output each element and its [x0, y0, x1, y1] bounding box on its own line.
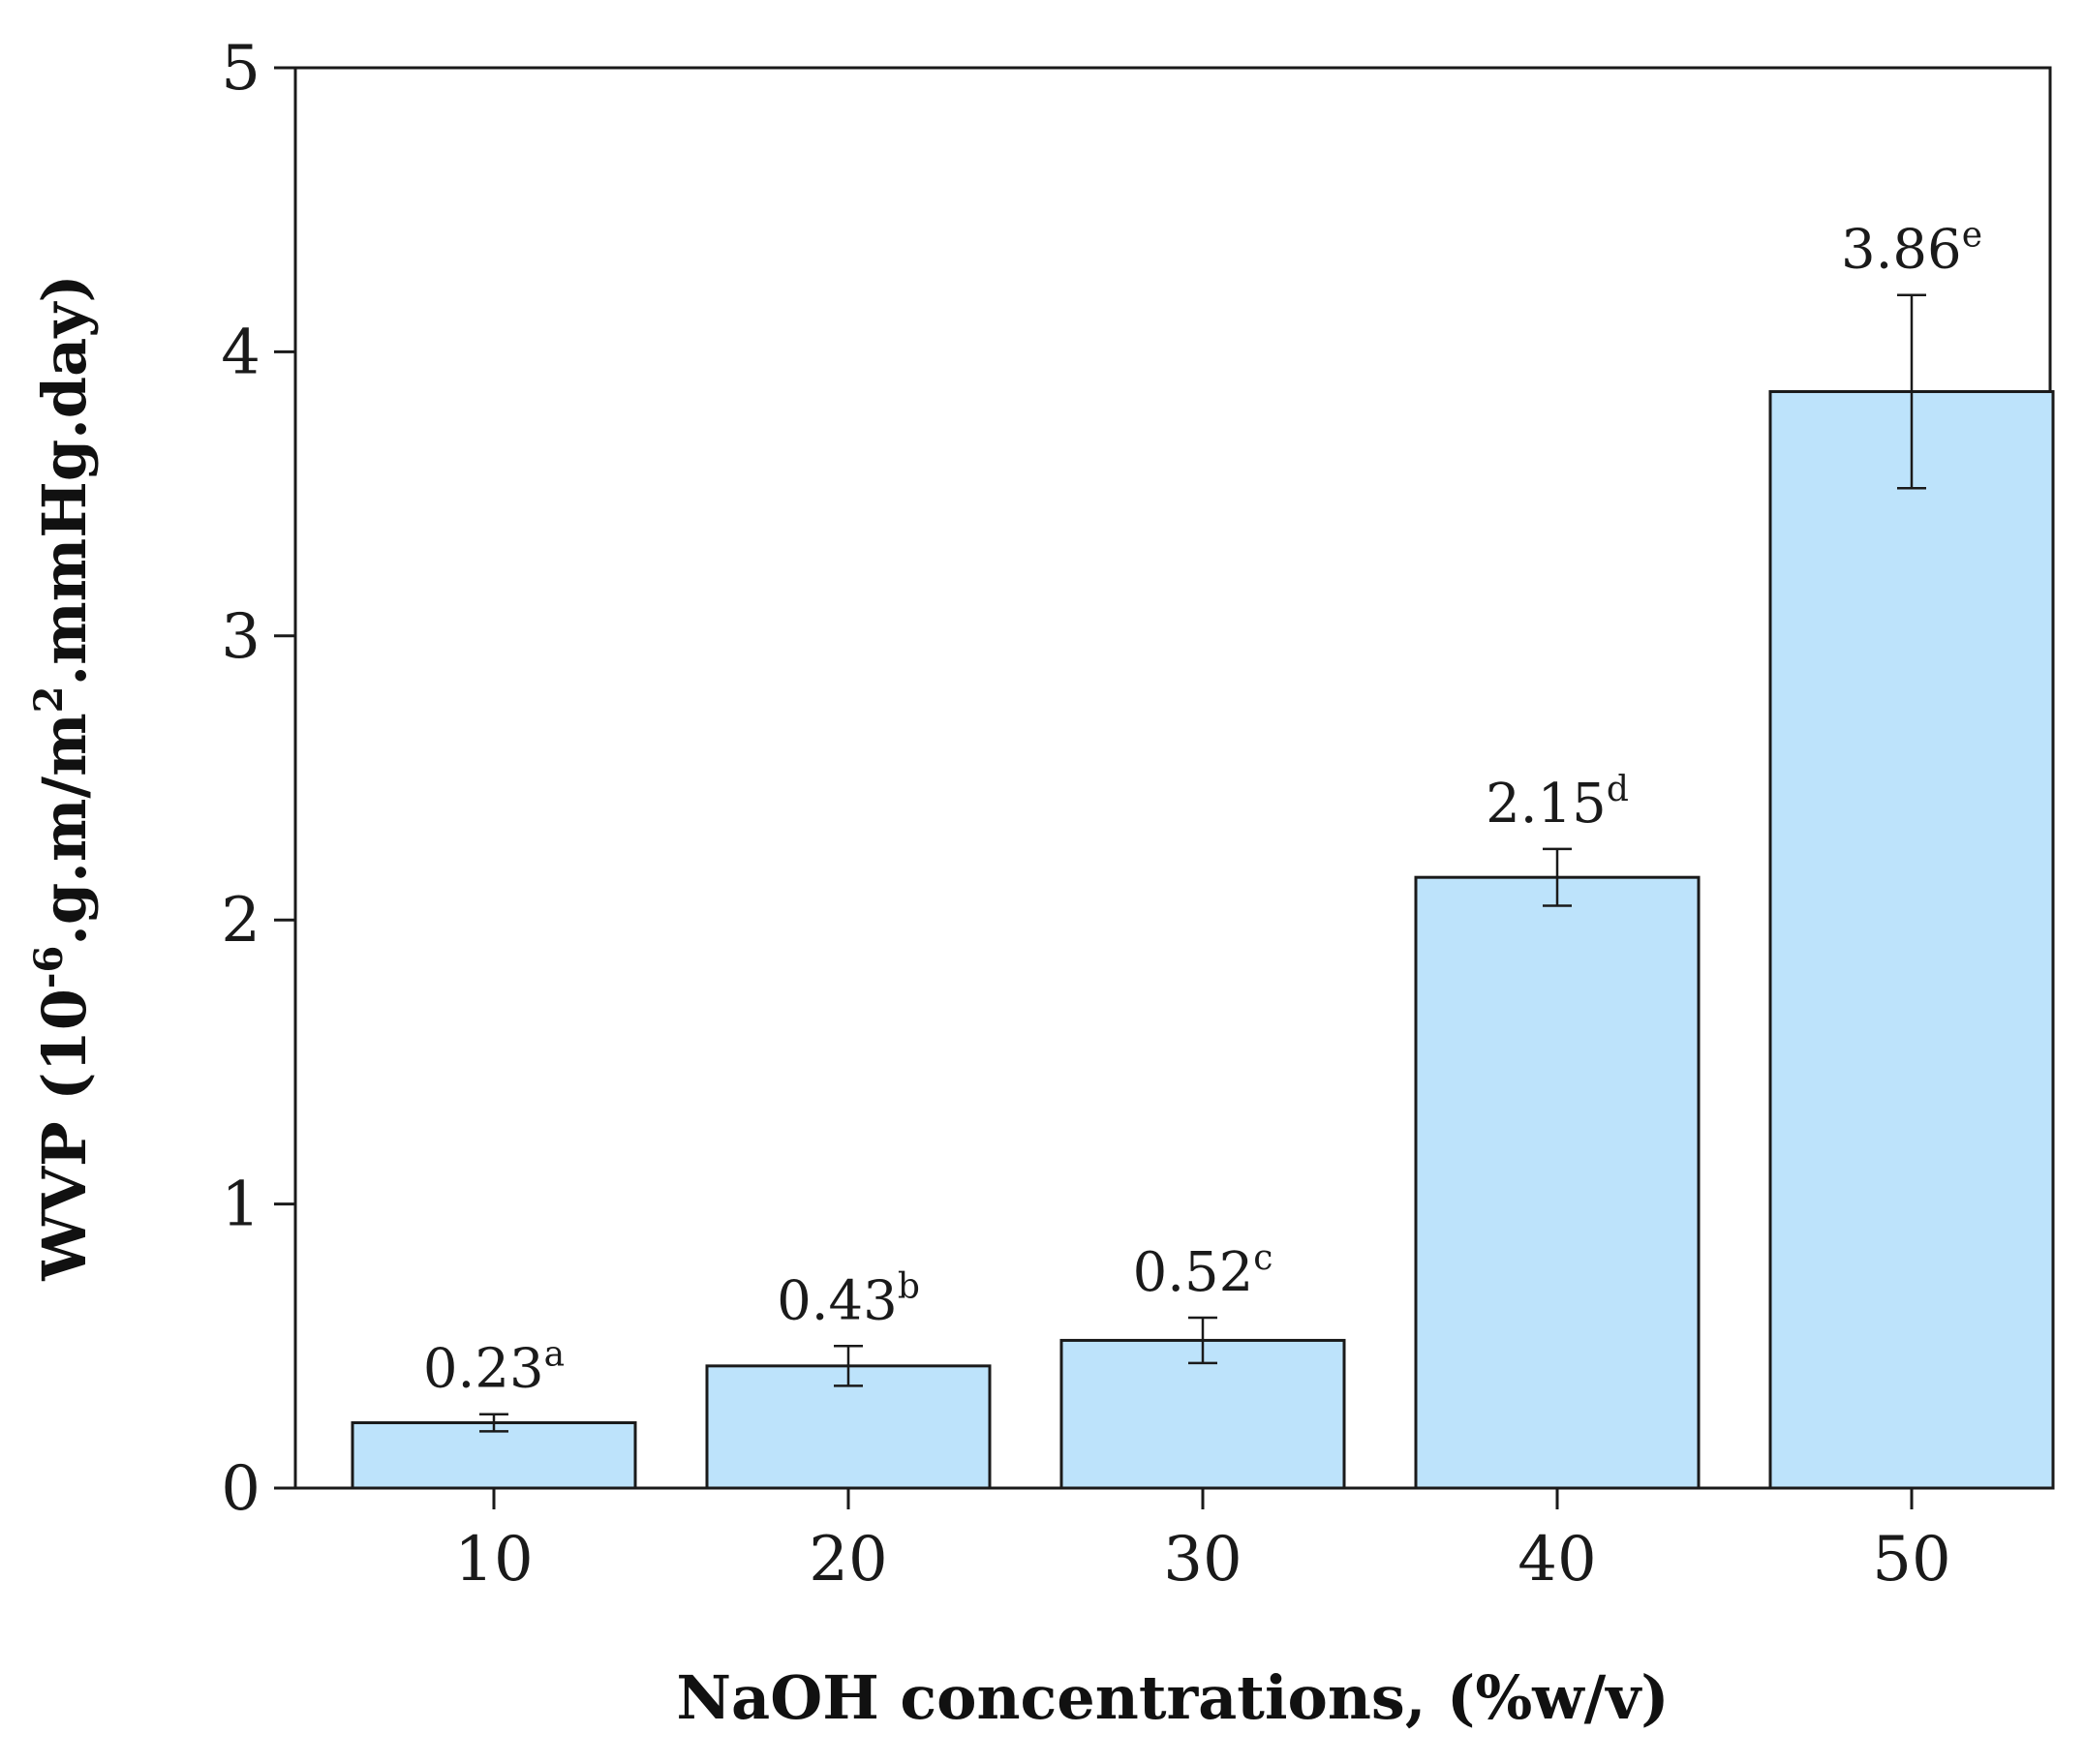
data-label-letter: a: [544, 1335, 565, 1375]
data-label-value: 0.43: [777, 1269, 898, 1332]
bar-50: [1768, 389, 2055, 1490]
bar-10: [351, 1421, 637, 1490]
x-tick-label: 20: [809, 1524, 887, 1596]
data-label-letter: e: [1962, 216, 1982, 256]
data-label-40: 2.15d: [1486, 770, 1629, 836]
data-label-value: 0.23: [423, 1338, 544, 1401]
x-axis-title: NaOH concentrations, (%w/v): [676, 1662, 1669, 1733]
data-labels-group: 0.23a 0.43b 0.52c 2.15d 3.86e: [423, 216, 1982, 1401]
x-tick-label: 30: [1163, 1524, 1242, 1596]
y-tick-label: 3: [221, 601, 261, 673]
y-axis-title: WVP (10-6.g.m/m2.mmHg.day): [26, 274, 100, 1281]
x-tick-label: 10: [454, 1524, 533, 1596]
data-label-10: 0.23a: [423, 1335, 565, 1401]
y-tick-label: 4: [221, 317, 261, 388]
data-label-value: 2.15: [1486, 773, 1607, 836]
y-tick-label: 5: [221, 33, 261, 105]
x-axis-ticks: 10 20 30 40 50: [454, 1488, 1951, 1596]
data-label-value: 3.86: [1841, 219, 1962, 282]
error-bars-group: [479, 293, 1926, 1433]
data-label-letter: b: [898, 1266, 920, 1306]
data-label-letter: c: [1253, 1238, 1272, 1278]
x-tick-label: 50: [1872, 1524, 1950, 1596]
data-label-30: 0.52c: [1133, 1238, 1273, 1304]
y-tick-label: 0: [221, 1453, 261, 1525]
data-label-letter: d: [1607, 770, 1629, 809]
data-label-value: 0.52: [1133, 1241, 1254, 1304]
x-tick-label: 40: [1518, 1524, 1596, 1596]
y-tick-label: 1: [221, 1170, 261, 1241]
data-label-50: 3.86e: [1841, 216, 1982, 282]
bar-40: [1414, 875, 1701, 1490]
y-tick-label: 2: [221, 885, 261, 957]
data-label-20: 0.43b: [777, 1266, 920, 1332]
y-axis-ticks: 0 1 2 3 4 5: [221, 33, 295, 1525]
